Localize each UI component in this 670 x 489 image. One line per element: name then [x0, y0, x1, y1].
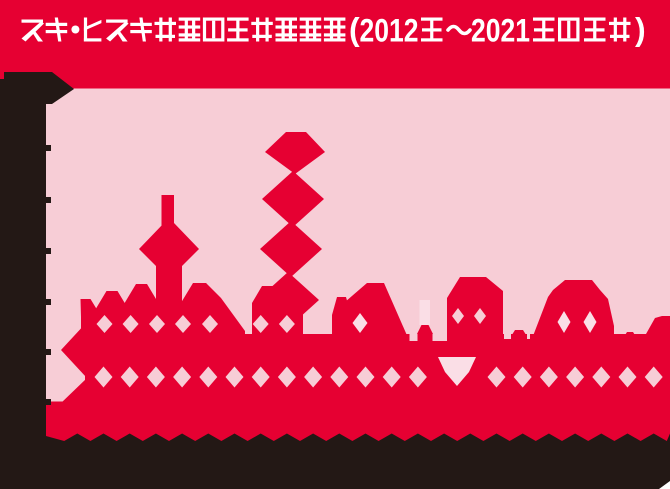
svg-text:): ) [635, 12, 646, 48]
svg-text:2021: 2021 [471, 13, 530, 49]
svg-text:(: ( [349, 12, 360, 48]
svg-text:2012: 2012 [360, 13, 419, 49]
